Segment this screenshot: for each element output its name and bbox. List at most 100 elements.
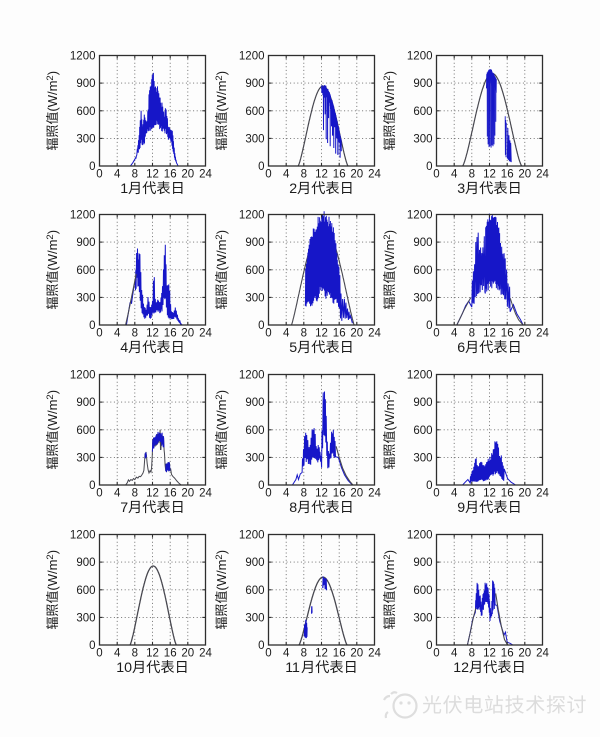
svg-text:4: 4 bbox=[114, 328, 121, 340]
svg-text:2: 2 bbox=[382, 554, 393, 559]
svg-text:0: 0 bbox=[96, 169, 102, 181]
svg-text:16: 16 bbox=[501, 488, 514, 500]
svg-text:(W/m: (W/m bbox=[45, 400, 60, 431]
svg-text:600: 600 bbox=[413, 585, 432, 597]
svg-text:16: 16 bbox=[164, 169, 177, 181]
svg-text:24: 24 bbox=[199, 648, 212, 660]
svg-text:0: 0 bbox=[96, 648, 102, 660]
svg-text:2: 2 bbox=[214, 394, 225, 399]
svg-text:4: 4 bbox=[451, 648, 458, 660]
svg-text:8: 8 bbox=[469, 328, 475, 340]
svg-text:20: 20 bbox=[181, 328, 194, 340]
svg-text:24: 24 bbox=[536, 648, 549, 660]
svg-text:): ) bbox=[214, 230, 229, 234]
svg-text:20: 20 bbox=[350, 328, 363, 340]
svg-text:0: 0 bbox=[426, 161, 432, 173]
svg-text:2: 2 bbox=[382, 394, 393, 399]
svg-text:12: 12 bbox=[146, 169, 159, 181]
svg-text:0: 0 bbox=[258, 480, 264, 492]
svg-text:16: 16 bbox=[333, 648, 346, 660]
svg-text:2: 2 bbox=[382, 234, 393, 239]
svg-text:1200: 1200 bbox=[239, 530, 265, 542]
svg-text:11: 11 bbox=[285, 660, 300, 676]
svg-text:900: 900 bbox=[413, 237, 432, 249]
svg-text:9: 9 bbox=[457, 500, 465, 516]
svg-text:1200: 1200 bbox=[70, 530, 96, 542]
svg-text:20: 20 bbox=[181, 169, 194, 181]
svg-text:0: 0 bbox=[265, 488, 271, 500]
svg-text:0: 0 bbox=[89, 480, 95, 492]
svg-text:0: 0 bbox=[89, 161, 95, 173]
svg-text:1: 1 bbox=[120, 181, 128, 197]
svg-text:900: 900 bbox=[245, 397, 264, 409]
svg-text:(W/m: (W/m bbox=[45, 560, 60, 591]
svg-text:8: 8 bbox=[301, 328, 307, 340]
svg-text:8: 8 bbox=[132, 648, 138, 660]
svg-text:300: 300 bbox=[245, 133, 264, 145]
svg-text:1200: 1200 bbox=[239, 210, 265, 222]
svg-text:12: 12 bbox=[146, 328, 159, 340]
svg-text:600: 600 bbox=[245, 106, 264, 118]
svg-text:0: 0 bbox=[265, 328, 271, 340]
svg-text:): ) bbox=[382, 71, 397, 75]
svg-text:12: 12 bbox=[483, 488, 496, 500]
svg-text:20: 20 bbox=[181, 488, 194, 500]
svg-text:0: 0 bbox=[258, 161, 264, 173]
svg-text:(W/m: (W/m bbox=[382, 400, 397, 431]
svg-text:1200: 1200 bbox=[407, 370, 433, 382]
svg-text:1200: 1200 bbox=[239, 51, 265, 63]
svg-text:1200: 1200 bbox=[70, 210, 96, 222]
svg-text:12: 12 bbox=[146, 648, 159, 660]
svg-text:8: 8 bbox=[469, 169, 475, 181]
svg-text:0: 0 bbox=[258, 640, 264, 652]
svg-text:24: 24 bbox=[368, 328, 381, 340]
svg-text:1200: 1200 bbox=[407, 210, 433, 222]
svg-text:1200: 1200 bbox=[407, 530, 433, 542]
svg-text:300: 300 bbox=[76, 133, 95, 145]
svg-text:12: 12 bbox=[483, 169, 496, 181]
svg-text:24: 24 bbox=[536, 328, 549, 340]
svg-text:900: 900 bbox=[413, 397, 432, 409]
svg-text:300: 300 bbox=[245, 612, 264, 624]
svg-text:4: 4 bbox=[283, 169, 290, 181]
svg-text:12: 12 bbox=[315, 488, 328, 500]
svg-text:12: 12 bbox=[146, 488, 159, 500]
svg-text:8: 8 bbox=[289, 500, 297, 516]
svg-text:): ) bbox=[214, 390, 229, 394]
svg-text:): ) bbox=[382, 230, 397, 234]
svg-text:20: 20 bbox=[350, 648, 363, 660]
svg-text:900: 900 bbox=[76, 78, 95, 90]
svg-text:0: 0 bbox=[426, 320, 432, 332]
svg-text:5: 5 bbox=[289, 340, 297, 356]
svg-text:0: 0 bbox=[258, 320, 264, 332]
svg-text:600: 600 bbox=[76, 265, 95, 277]
svg-text:2: 2 bbox=[289, 181, 297, 197]
svg-text:(W/m: (W/m bbox=[382, 560, 397, 591]
svg-text:4: 4 bbox=[283, 328, 290, 340]
svg-text:10: 10 bbox=[116, 660, 132, 676]
svg-text:(W/m: (W/m bbox=[382, 81, 397, 112]
svg-text:0: 0 bbox=[433, 328, 439, 340]
svg-text:300: 300 bbox=[76, 452, 95, 464]
svg-text:20: 20 bbox=[350, 488, 363, 500]
svg-text:24: 24 bbox=[368, 169, 381, 181]
svg-text:0: 0 bbox=[433, 488, 439, 500]
svg-text:16: 16 bbox=[333, 328, 346, 340]
svg-text:900: 900 bbox=[76, 397, 95, 409]
svg-text:(W/m: (W/m bbox=[214, 560, 229, 591]
svg-text:16: 16 bbox=[501, 328, 514, 340]
svg-text:24: 24 bbox=[536, 488, 549, 500]
svg-text:4: 4 bbox=[120, 340, 128, 356]
svg-text:600: 600 bbox=[413, 425, 432, 437]
svg-text:6: 6 bbox=[457, 340, 465, 356]
svg-text:8: 8 bbox=[469, 488, 475, 500]
svg-text:2: 2 bbox=[214, 234, 225, 239]
svg-text:20: 20 bbox=[518, 648, 531, 660]
svg-text:8: 8 bbox=[469, 648, 475, 660]
svg-text:8: 8 bbox=[301, 488, 307, 500]
svg-text:2: 2 bbox=[45, 75, 56, 80]
svg-text:0: 0 bbox=[96, 488, 102, 500]
svg-text:300: 300 bbox=[76, 612, 95, 624]
svg-text:600: 600 bbox=[245, 585, 264, 597]
svg-text:4: 4 bbox=[114, 648, 121, 660]
